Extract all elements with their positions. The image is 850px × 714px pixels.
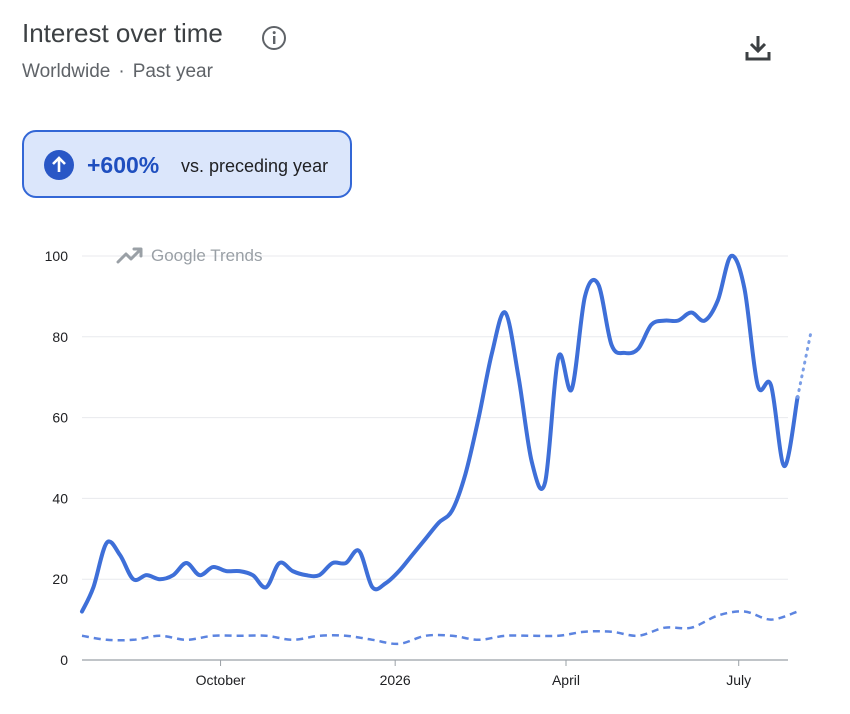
chart-title: Interest over time (22, 18, 223, 48)
x-tick-label: October (196, 672, 246, 688)
period-label: Past year (132, 61, 213, 82)
chart-subtitle: Worldwide · Past year (22, 61, 213, 83)
change-badge: +600% vs. preceding year (22, 130, 352, 198)
x-tick-label: July (726, 672, 751, 688)
interest-chart: 0 20 40 60 80 100 October 2026 April July Google T… (45, 246, 813, 688)
change-percent: +600% (87, 152, 160, 178)
series-line-dashed (81, 610, 798, 646)
info-icon[interactable] (261, 25, 287, 51)
y-tick-label: 20 (52, 571, 68, 587)
x-tick-label: 2026 (380, 672, 411, 688)
y-tick-label: 80 (52, 329, 68, 345)
change-label: vs. preceding year (181, 156, 329, 176)
trends-logo-icon (116, 247, 143, 264)
y-tick-label: 60 (52, 410, 68, 426)
y-tick-label: 100 (45, 248, 69, 264)
series-line-dotted (796, 331, 813, 399)
series-line-solid (80, 253, 800, 614)
x-tick-label: April (552, 672, 580, 688)
arrow-up-icon (44, 150, 74, 180)
y-tick-label: 0 (60, 652, 68, 668)
download-icon[interactable] (742, 32, 774, 64)
region-label: Worldwide (22, 61, 111, 82)
y-tick-label: 40 (52, 490, 68, 506)
separator: · (118, 61, 125, 82)
watermark-label: Google Trends (151, 246, 263, 265)
